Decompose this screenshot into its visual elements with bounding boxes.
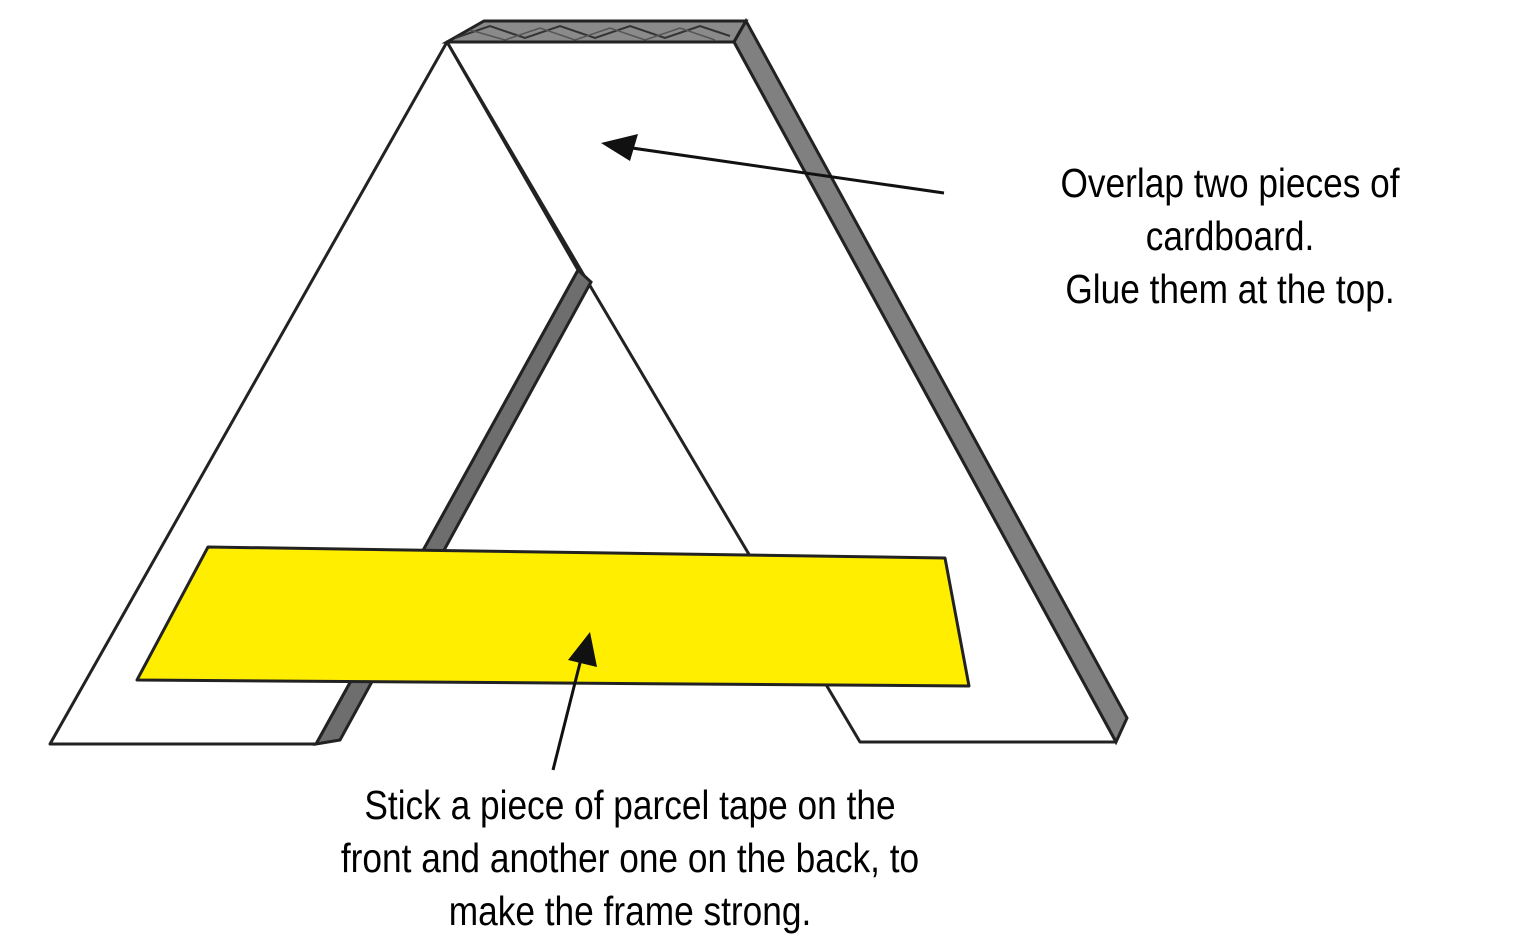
- instruction-line: Overlap two pieces of: [1060, 160, 1400, 206]
- parcel-tape: [135, 545, 971, 688]
- instruction-line: Stick a piece of parcel tape on the: [364, 782, 896, 828]
- instruction-line: front and another one on the back, to: [340, 835, 920, 881]
- tape-instruction: Stick a piece of parcel tape on the fron…: [260, 779, 1000, 938]
- instruction-line: Glue them at the top.: [1065, 266, 1395, 312]
- cardboard-top-edge: [441, 19, 749, 44]
- cardboard-instruction: Overlap two pieces of cardboard. Glue th…: [1032, 157, 1428, 316]
- arrowhead-icon: [568, 632, 597, 667]
- instruction-line: make the frame strong.: [448, 888, 812, 934]
- cardboard-front-piece: [48, 40, 580, 746]
- instruction-line: cardboard.: [1145, 213, 1315, 259]
- cardboard-back-piece: [445, 40, 1118, 744]
- overlap-arrow: [601, 134, 945, 195]
- tape-arrow: [551, 632, 597, 771]
- arrowhead-icon: [601, 134, 638, 161]
